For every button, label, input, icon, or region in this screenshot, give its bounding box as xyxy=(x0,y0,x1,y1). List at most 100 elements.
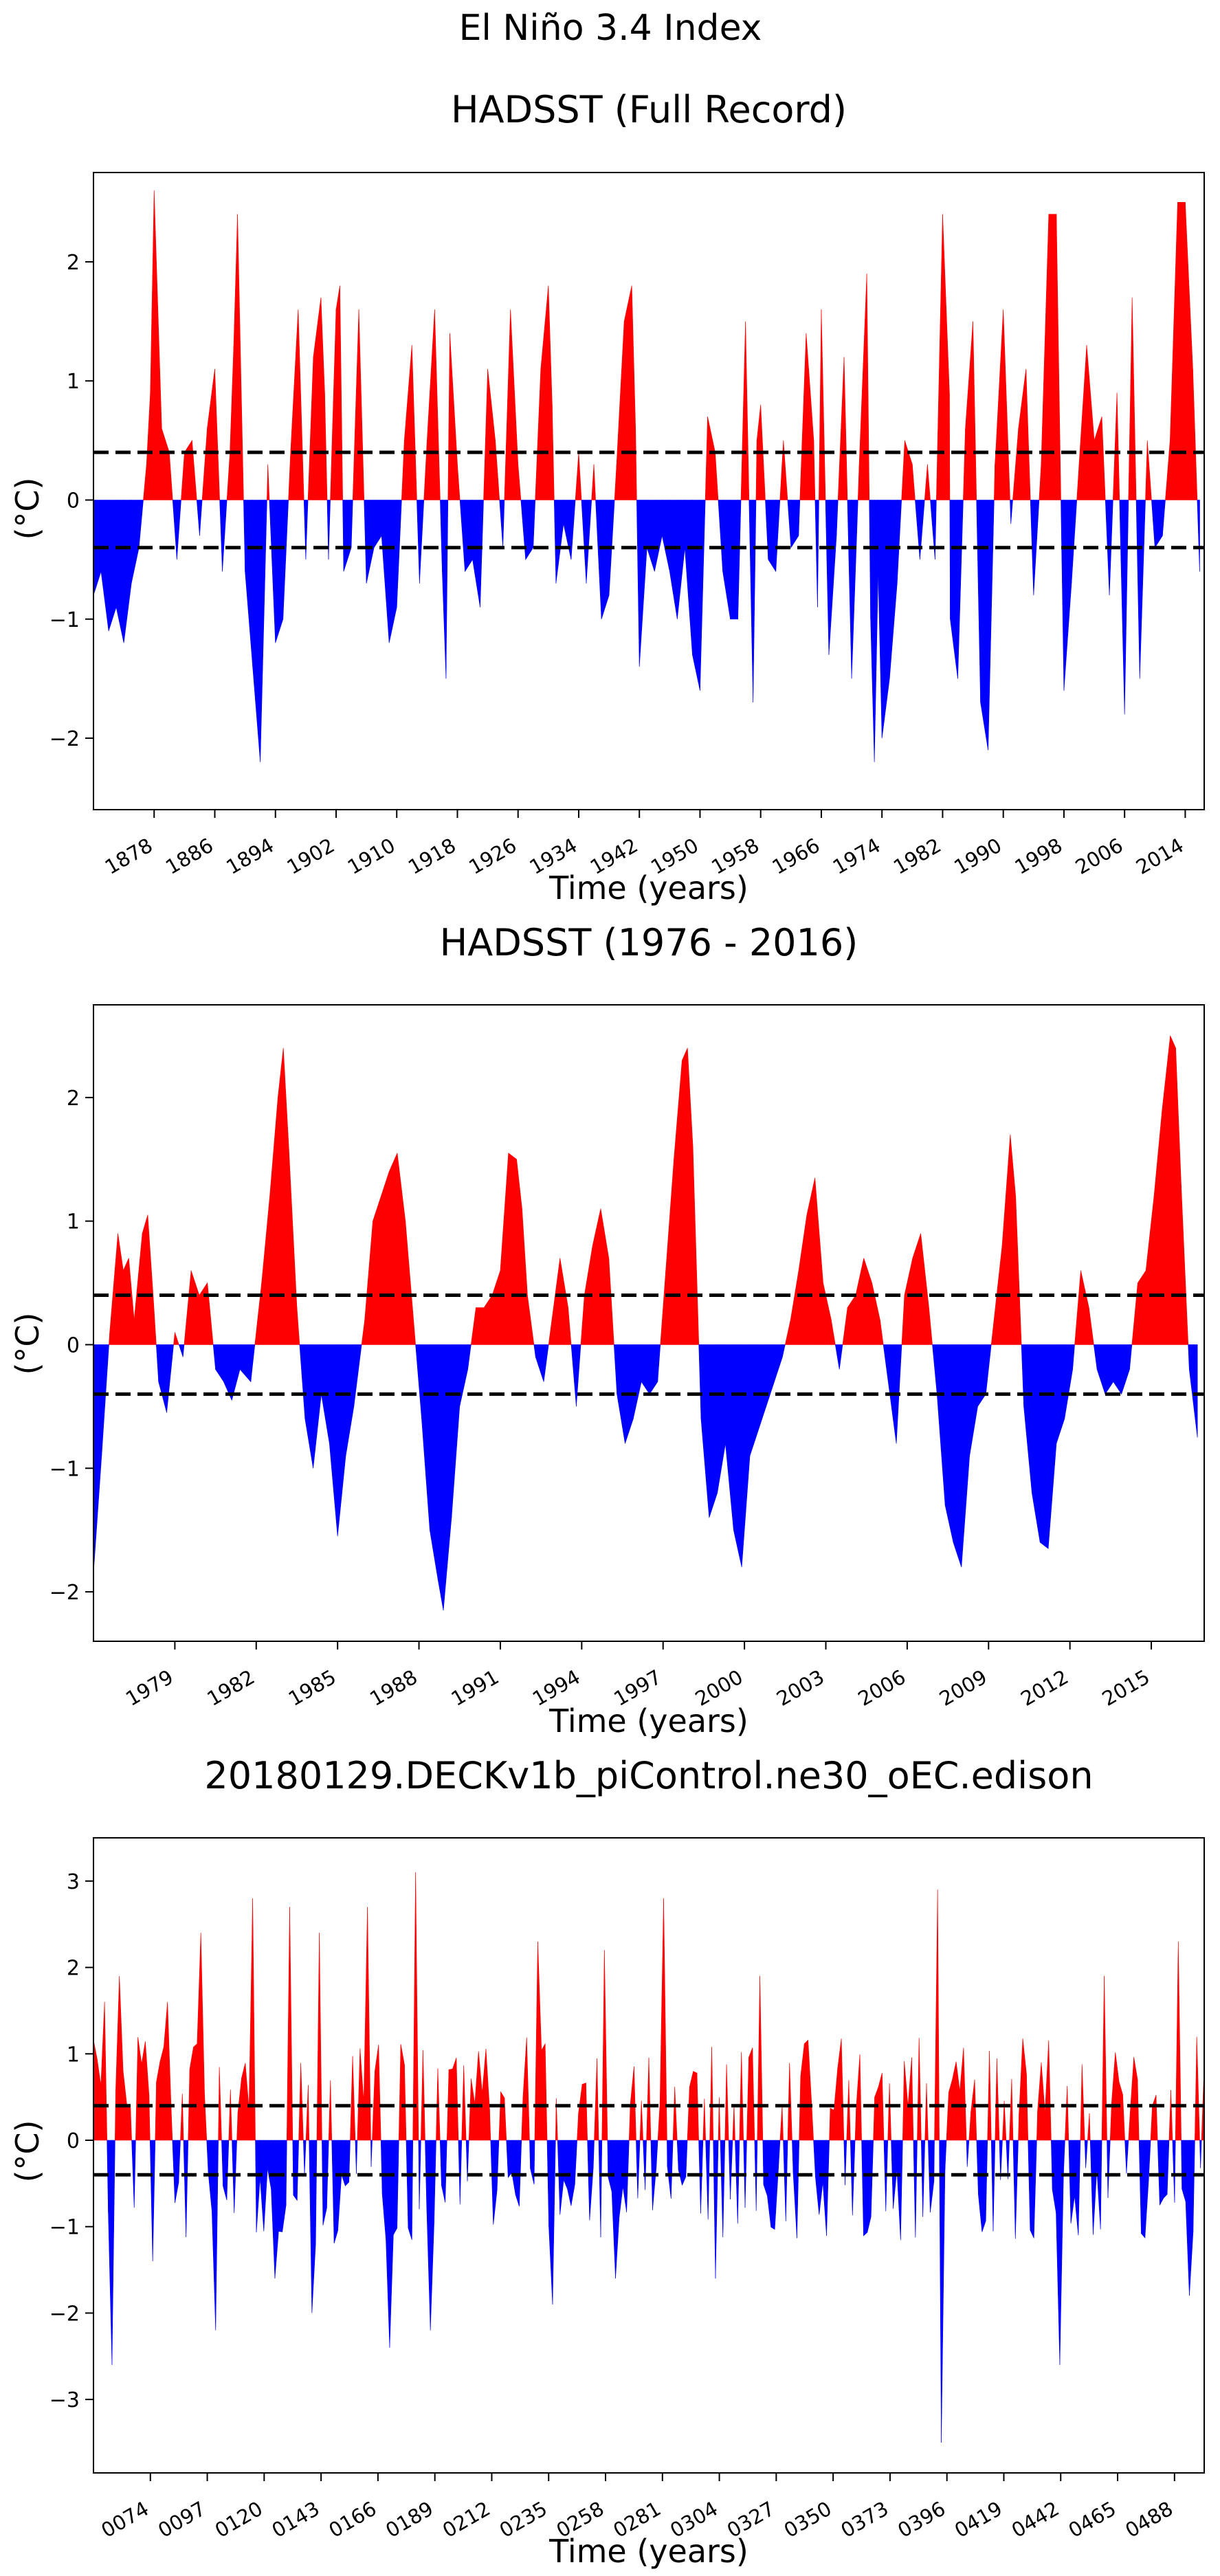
positive-anomaly-area xyxy=(1138,1269,1146,1345)
negative-anomaly-area xyxy=(1166,2140,1170,2195)
negative-anomaly-area xyxy=(619,2140,623,2217)
negative-anomaly-area xyxy=(778,2140,781,2169)
negative-anomaly-area xyxy=(834,1344,840,1370)
positive-anomaly-area xyxy=(1109,2102,1112,2141)
negative-anomaly-area xyxy=(465,500,473,573)
negative-anomaly-area xyxy=(1139,500,1146,679)
positive-anomaly-area xyxy=(537,1941,542,2141)
positive-anomaly-area xyxy=(779,440,784,500)
negative-anomaly-area xyxy=(511,2140,516,2195)
positive-anomaly-area xyxy=(167,2001,172,2141)
positive-anomaly-area xyxy=(790,1270,799,1345)
positive-anomaly-area xyxy=(1041,214,1050,500)
positive-anomaly-area xyxy=(594,2058,597,2141)
positive-anomaly-area xyxy=(995,2058,997,2141)
positive-anomaly-area xyxy=(372,2071,375,2141)
negative-anomaly-area xyxy=(768,500,777,573)
negative-anomaly-area xyxy=(722,500,731,619)
negative-anomaly-area xyxy=(1072,1344,1075,1370)
negative-anomaly-area xyxy=(337,1344,346,1537)
negative-anomaly-area xyxy=(861,2140,864,2236)
negative-anomaly-area xyxy=(792,2140,797,2239)
negative-anomaly-area xyxy=(767,2140,772,2228)
negative-anomaly-area xyxy=(1193,2140,1195,2232)
negative-anomaly-area xyxy=(817,500,819,608)
positive-anomaly-area xyxy=(118,1233,124,1345)
positive-anomaly-area xyxy=(135,2037,138,2141)
positive-anomaly-area xyxy=(286,1907,290,2141)
negative-anomaly-area xyxy=(1119,500,1125,715)
positive-anomaly-area xyxy=(193,2043,198,2141)
positive-anomaly-area xyxy=(843,357,848,500)
negative-anomaly-area xyxy=(309,2140,313,2313)
negative-anomaly-area xyxy=(774,2140,779,2230)
positive-anomaly-area xyxy=(1111,2052,1116,2141)
negative-anomaly-area xyxy=(783,2140,786,2221)
positive-anomaly-area xyxy=(143,464,147,500)
negative-anomaly-area xyxy=(263,2140,268,2232)
positive-anomaly-area xyxy=(522,2037,527,2141)
negative-anomaly-area xyxy=(215,1344,224,1383)
positive-anomaly-area xyxy=(1118,2081,1123,2141)
negative-anomaly-area xyxy=(936,1344,946,1506)
x-tick-label: 0488 xyxy=(1121,2497,1177,2542)
negative-anomaly-area xyxy=(976,2140,979,2195)
x-tick-label: 0189 xyxy=(381,2497,437,2542)
negative-anomaly-area xyxy=(231,1344,241,1401)
negative-anomaly-area xyxy=(166,1344,174,1413)
positive-anomaly-area xyxy=(367,1907,371,2141)
negative-anomaly-area xyxy=(1093,2140,1098,2235)
negative-anomaly-area xyxy=(649,1344,658,1395)
negative-anomaly-area xyxy=(499,500,503,548)
negative-anomaly-area xyxy=(567,2140,572,2206)
positive-anomaly-area xyxy=(237,214,244,500)
negative-anomaly-area xyxy=(636,2140,639,2199)
negative-anomaly-area xyxy=(348,2140,351,2182)
positive-anomaly-area xyxy=(288,1146,298,1345)
negative-anomaly-area xyxy=(212,1344,216,1370)
negative-anomaly-area xyxy=(100,500,109,632)
negative-anomaly-area xyxy=(331,2140,335,2243)
positive-anomaly-area xyxy=(798,1214,808,1345)
x-tick-label: 0419 xyxy=(951,2497,1006,2542)
positive-anomaly-area xyxy=(147,1214,154,1345)
positive-anomaly-area xyxy=(378,2045,381,2141)
positive-anomaly-area xyxy=(580,1295,585,1345)
positive-anomaly-area xyxy=(411,345,417,500)
positive-anomaly-area xyxy=(544,2043,548,2141)
positive-anomaly-area xyxy=(1086,345,1095,500)
positive-anomaly-area xyxy=(278,1047,284,1345)
negative-anomaly-area xyxy=(863,2140,868,2236)
positive-anomaly-area xyxy=(296,1307,300,1345)
positive-anomaly-area xyxy=(137,2037,142,2141)
negative-anomaly-area xyxy=(223,2140,228,2200)
negative-anomaly-area xyxy=(1135,500,1140,679)
positive-anomaly-area xyxy=(997,2058,1000,2141)
negative-anomaly-area xyxy=(950,500,958,679)
negative-anomaly-area xyxy=(343,500,352,572)
positive-anomaly-area xyxy=(189,2047,194,2141)
positive-anomaly-area xyxy=(887,2083,890,2141)
positive-anomaly-area xyxy=(434,309,441,500)
negative-anomaly-area xyxy=(442,500,447,679)
x-tick-label: 0166 xyxy=(324,2497,380,2542)
negative-anomaly-area xyxy=(212,2140,217,2331)
y-tick-label: 2 xyxy=(67,1087,80,1111)
negative-anomaly-area xyxy=(557,2140,561,2215)
positive-anomaly-area xyxy=(746,2057,749,2141)
negative-anomaly-area xyxy=(364,500,367,584)
negative-anomaly-area xyxy=(700,2140,704,2214)
positive-anomaly-area xyxy=(320,297,325,500)
negative-anomaly-area xyxy=(1061,500,1064,643)
positive-anomaly-area xyxy=(904,2061,909,2141)
negative-anomaly-area xyxy=(1068,2140,1072,2224)
positive-anomaly-area xyxy=(516,1159,522,1345)
positive-anomaly-area xyxy=(715,452,719,500)
positive-anomaly-area xyxy=(535,368,542,500)
negative-anomaly-area xyxy=(592,2140,595,2168)
positive-anomaly-area xyxy=(823,1283,832,1345)
positive-anomaly-area xyxy=(841,2039,845,2141)
negative-anomaly-area xyxy=(749,1344,759,1456)
positive-anomaly-area xyxy=(1175,1047,1182,1345)
negative-anomaly-area xyxy=(915,500,920,560)
